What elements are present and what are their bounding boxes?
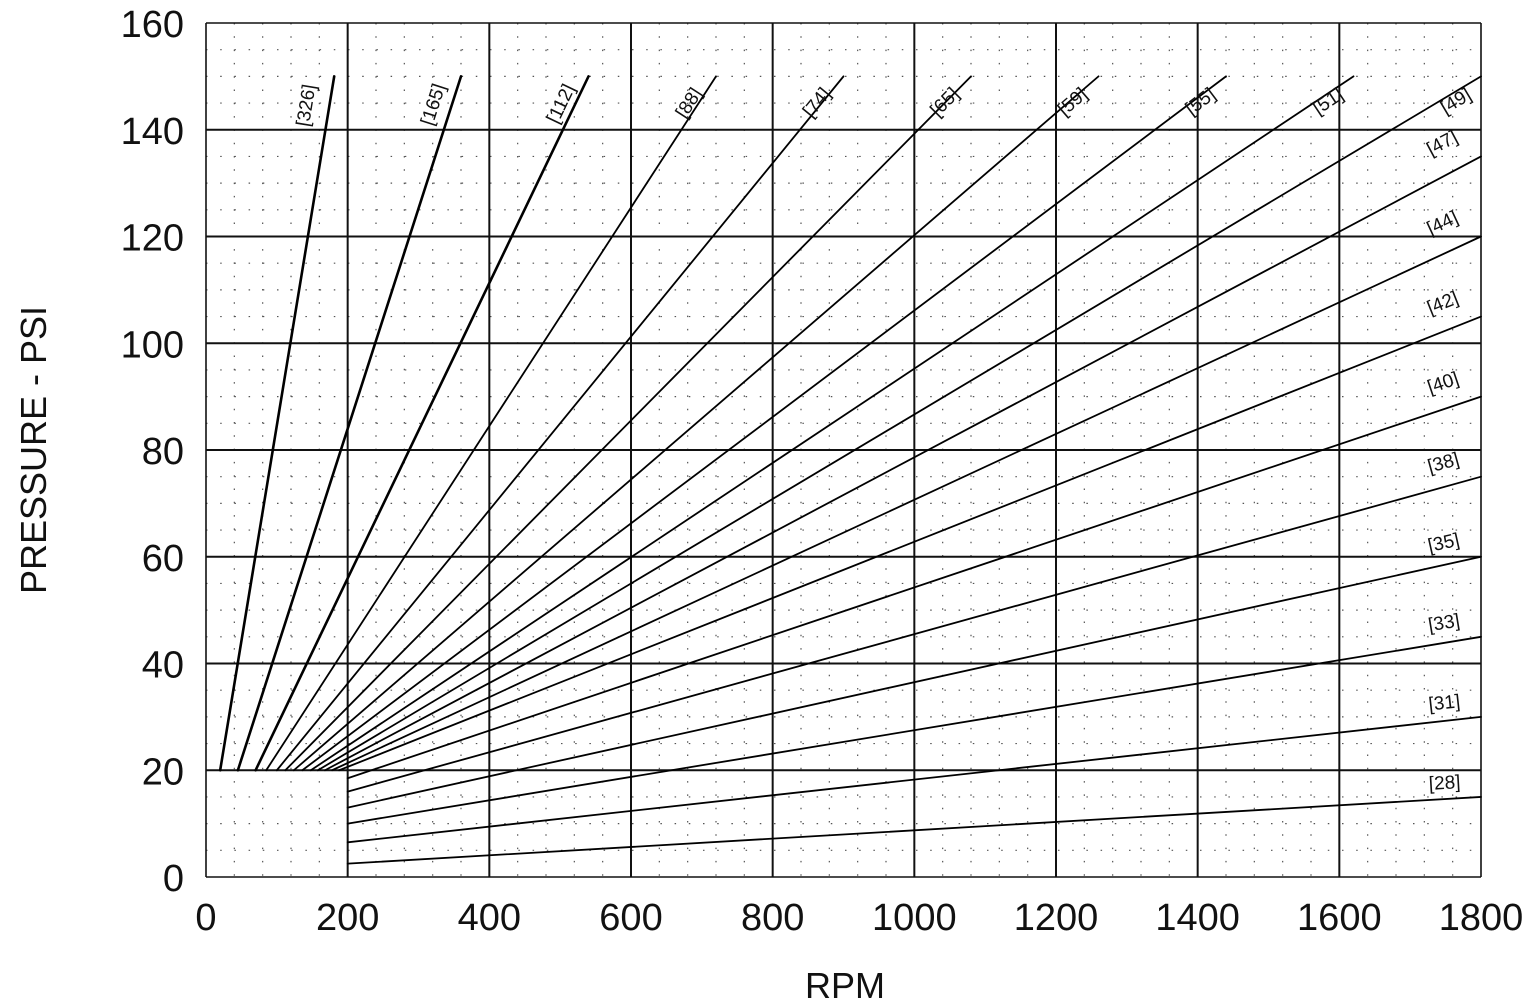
series-labels: [326] [165] [112] [88] [74] [65] [59] [55] [51][… [293,81,1475,795]
series-line [275,75,845,772]
y-tick-label: 40 [142,645,184,687]
y-tick-label: 20 [142,751,184,793]
x-tick-label: 1400 [1155,897,1240,939]
y-tick-label: 100 [121,324,184,366]
y-tick-label: 160 [121,4,184,46]
series-label: [38] [1425,449,1461,478]
series-line [317,75,1482,772]
series-label: [42] [1424,288,1461,319]
y-axis-ticks: 0 20 40 60 80 100 120 140 160 [121,4,184,900]
series-label: [44] [1424,207,1462,239]
series-label: [74] [799,84,835,122]
series-line [346,395,1482,780]
series-line [265,75,717,772]
series-line [254,75,590,772]
series-label: [31] [1427,691,1461,715]
x-tick-label: 400 [458,897,521,939]
series-label: [55] [1182,84,1220,120]
series-label: [88] [672,84,707,122]
y-tick-label: 60 [142,538,184,580]
series-label: [28] [1428,772,1461,795]
x-axis-title: RPM [805,965,885,1001]
series-label: [35] [1426,530,1461,557]
series-line [284,75,972,772]
series-line [346,796,1482,865]
series-label: [33] [1427,610,1462,636]
y-tick-label: 140 [121,111,184,153]
y-tick-label: 0 [163,858,184,900]
x-tick-label: 1000 [872,897,957,939]
series-label: [51] [1309,84,1347,119]
series-line [236,75,463,772]
series-label: [326] [293,83,321,128]
major-grid [205,22,1482,878]
series-line [346,635,1482,825]
series-line [346,715,1482,844]
series-line [331,235,1482,772]
x-tick-label: 200 [316,897,379,939]
x-axis-ticks: 0 200 400 600 800 1000 1200 1400 1600 1800 [195,897,1523,939]
series-line [309,75,1355,772]
x-tick-label: 1600 [1297,897,1382,939]
series-lines [218,75,1482,865]
series-label: [40] [1425,368,1462,398]
y-axis-title: PRESSURE - PSI [13,306,54,594]
series-line [346,475,1482,793]
series-line [324,155,1482,772]
x-tick-label: 800 [741,897,804,939]
y-tick-label: 80 [142,431,184,473]
series-label: [59] [1054,84,1092,121]
series-line [346,555,1482,809]
series-line [218,75,336,772]
series-label: [49] [1437,85,1475,119]
x-tick-label: 0 [195,897,216,939]
series-label: [47] [1423,127,1461,160]
series-line [338,315,1482,772]
series-line [292,75,1100,772]
series-line [301,75,1227,772]
y-tick-label: 120 [121,218,184,260]
x-tick-label: 600 [599,897,662,939]
x-tick-label: 1800 [1439,897,1524,939]
x-tick-label: 1200 [1014,897,1099,939]
